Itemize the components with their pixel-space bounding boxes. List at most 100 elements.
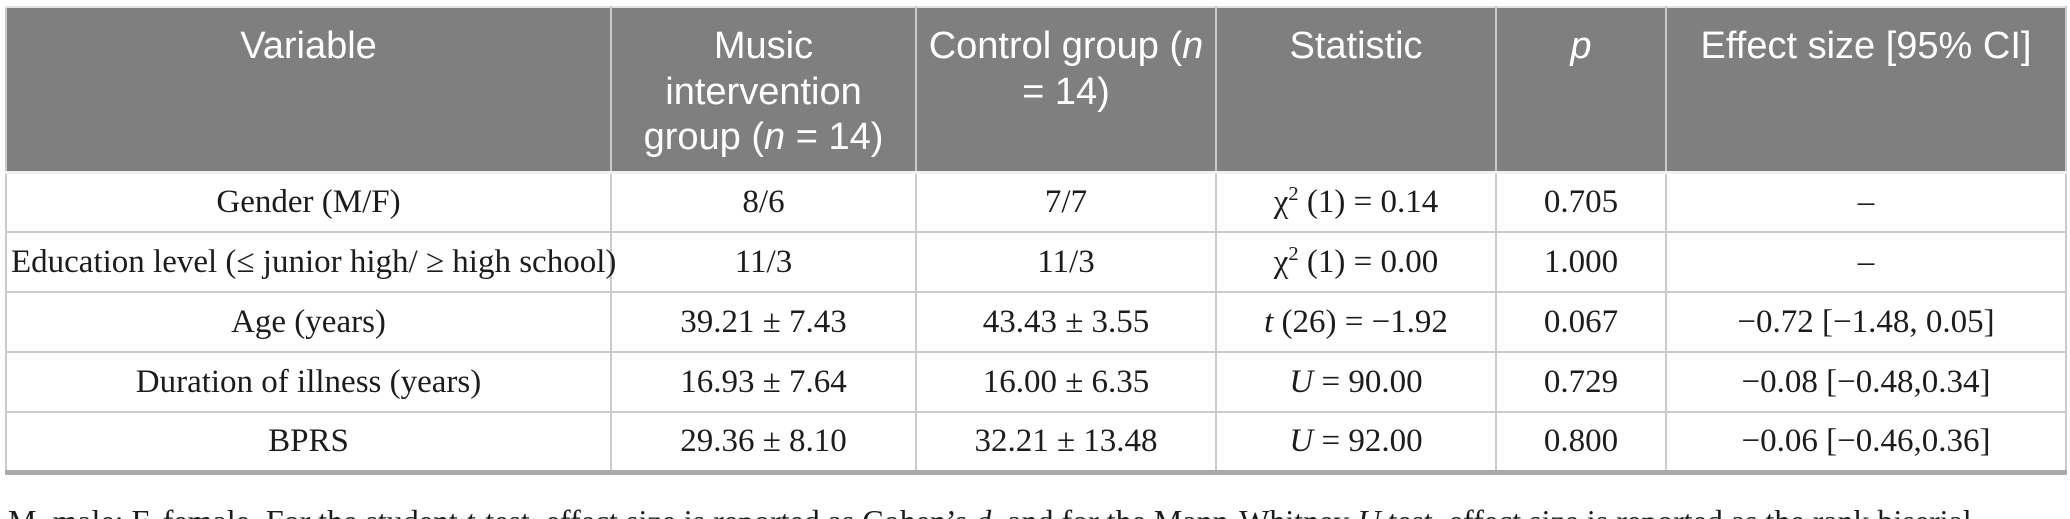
text-segment: 8/6: [742, 184, 785, 221]
text-segment: Age (years): [231, 303, 386, 340]
table-row: Age (years) 39.21 ± 7.43 43.43 ± 3.55 t (26…: [6, 291, 2066, 354]
text-segment: 0.729: [1543, 363, 1619, 400]
cell-control-group: 11/3: [915, 231, 1217, 294]
cell-variable: Gender (M/F): [6, 172, 612, 234]
text-segment: 1.000: [1543, 243, 1619, 280]
cell-statistic: U = 90.00: [1215, 351, 1497, 414]
cell-statistic: χ2 (1) = 0.00: [1215, 231, 1497, 294]
cell-music-group: 39.21 ± 7.43: [610, 291, 917, 354]
text-segment: n: [764, 116, 786, 159]
text-segment: n: [1182, 25, 1204, 67]
table-row: Education level (≤ junior high/ ≥ high s…: [6, 231, 2066, 294]
text-segment: 43.43 ± 3.55: [982, 303, 1150, 340]
text-segment: t: [1264, 303, 1274, 340]
column-header-music-group: Music intervention group (n = 14): [610, 7, 916, 174]
text-segment: –: [1857, 243, 1875, 280]
text-segment: U: [1357, 503, 1380, 519]
text-segment: χ: [1273, 243, 1289, 280]
text-segment: = 14): [1022, 70, 1110, 113]
text-segment: –: [1857, 184, 1875, 221]
text-segment: p: [1570, 25, 1592, 67]
text-segment: = 92.00: [1313, 423, 1423, 460]
text-segment: 11/3: [734, 243, 793, 280]
cell-control-group: 7/7: [915, 172, 1217, 234]
text-segment: 16.00 ± 6.35: [982, 363, 1150, 400]
text-segment: 0.705: [1543, 184, 1619, 221]
text-segment: = 14): [785, 116, 884, 159]
cell-p: 0.800: [1495, 411, 1667, 474]
text-segment: U: [1289, 363, 1314, 400]
text-segment: M, male; F, female. For the student: [8, 503, 466, 519]
cell-p: 0.705: [1495, 172, 1667, 234]
text-segment: 0.067: [1543, 303, 1619, 340]
text-segment: Variable: [240, 25, 377, 67]
text-segment: Education level (≤ junior high/ ≥ high s…: [11, 243, 617, 280]
cell-statistic: U = 92.00: [1215, 411, 1497, 474]
text-segment: −0.06 [−0.46,0.36]: [1741, 423, 1991, 460]
text-segment: 32.21 ± 13.48: [974, 423, 1158, 460]
text-segment: 0.800: [1543, 423, 1619, 460]
text-segment: 16.93 ± 7.64: [680, 363, 847, 400]
text-segment: , and for the Mann-Whitney: [991, 503, 1357, 519]
text-segment: 39.21 ± 7.43: [680, 303, 847, 340]
column-header-effect-size: Effect size [95% CI]: [1665, 7, 2066, 174]
cell-control-group: 16.00 ± 6.35: [915, 351, 1217, 414]
text-segment: test, effect size is reported as the ran…: [8, 503, 1971, 519]
text-segment: 7/7: [1044, 184, 1088, 221]
cell-statistic: t (26) = −1.92: [1215, 291, 1497, 354]
text-segment: Duration of illness (years): [135, 363, 482, 400]
table-footnote: M, male; F, female. For the student t-te…: [5, 475, 2065, 519]
cell-effect-size: −0.06 [−0.46,0.36]: [1665, 411, 2066, 474]
text-segment: 11/3: [1037, 243, 1095, 280]
cell-statistic: χ2 (1) = 0.14: [1215, 172, 1497, 234]
table-row: BPRS 29.36 ± 8.10 32.21 ± 13.48 U = 92.00 0.…: [6, 411, 2066, 474]
text-segment: −0.72 [−1.48, 0.05]: [1737, 303, 1995, 340]
text-segment: t: [466, 503, 475, 519]
text-segment: d: [975, 503, 991, 519]
demographics-table: Variable Music intervention group (n = 14…: [5, 6, 2067, 475]
text-segment: Statistic: [1289, 25, 1423, 67]
text-segment: (26) = −1.92: [1273, 303, 1448, 340]
text-segment: U: [1289, 423, 1314, 460]
cell-variable: Education level (≤ junior high/ ≥ high s…: [6, 231, 616, 294]
header-row: Variable Music intervention group (n = 14…: [6, 7, 2066, 174]
cell-variable: BPRS: [6, 411, 612, 474]
table-body: Gender (M/F) 8/6 7/7 χ2 (1) = 0.14 0.705– Edu…: [6, 172, 2066, 474]
text-segment: Gender (M/F): [216, 184, 401, 221]
text-segment: = 90.00: [1313, 363, 1423, 400]
cell-effect-size: −0.08 [−0.48,0.34]: [1665, 351, 2066, 414]
text-segment: Effect size [95% CI]: [1700, 25, 2032, 67]
text-segment: Music intervention group (: [643, 25, 862, 159]
text-segment: 2: [1288, 183, 1299, 206]
text-segment: 2: [1288, 242, 1299, 265]
cell-music-group: 16.93 ± 7.64: [610, 351, 917, 414]
column-header-p: p: [1495, 7, 1666, 174]
cell-p: 0.067: [1495, 291, 1667, 354]
cell-control-group: 32.21 ± 13.48: [915, 411, 1217, 474]
column-header-statistic: Statistic: [1215, 7, 1496, 174]
cell-variable: Age (years): [6, 291, 612, 354]
cell-p: 1.000: [1495, 231, 1667, 294]
cell-variable: Duration of illness (years): [6, 351, 612, 414]
text-segment: -test, effect size is reported as Cohen’…: [475, 503, 976, 519]
text-segment: (1) = 0.00: [1298, 243, 1439, 280]
table-row: Gender (M/F) 8/6 7/7 χ2 (1) = 0.14 0.705 –: [6, 172, 2066, 234]
text-segment: (1) = 0.14: [1298, 184, 1439, 221]
cell-music-group: 29.36 ± 8.10: [610, 411, 917, 474]
text-segment: Control group (: [928, 25, 1183, 67]
table-row: Duration of illness (years) 16.93 ± 7.64 1…: [6, 351, 2066, 414]
cell-music-group: 8/6: [610, 172, 917, 234]
cell-effect-size: −0.72 [−1.48, 0.05]: [1665, 291, 2066, 354]
column-header-control-group: Control group (n = 14): [915, 7, 1216, 174]
cell-p: 0.729: [1495, 351, 1667, 414]
cell-effect-size: –: [1665, 231, 2066, 294]
text-segment: 29.36 ± 8.10: [680, 423, 847, 460]
table-header: Variable Music intervention group (n = 14…: [6, 7, 2066, 174]
text-segment: χ: [1273, 184, 1289, 221]
text-segment: −0.08 [−0.48,0.34]: [1741, 363, 1991, 400]
cell-music-group: 11/3: [610, 231, 917, 294]
text-segment: BPRS: [268, 423, 349, 460]
cell-effect-size: –: [1665, 172, 2066, 234]
column-header-variable: Variable: [6, 7, 611, 174]
